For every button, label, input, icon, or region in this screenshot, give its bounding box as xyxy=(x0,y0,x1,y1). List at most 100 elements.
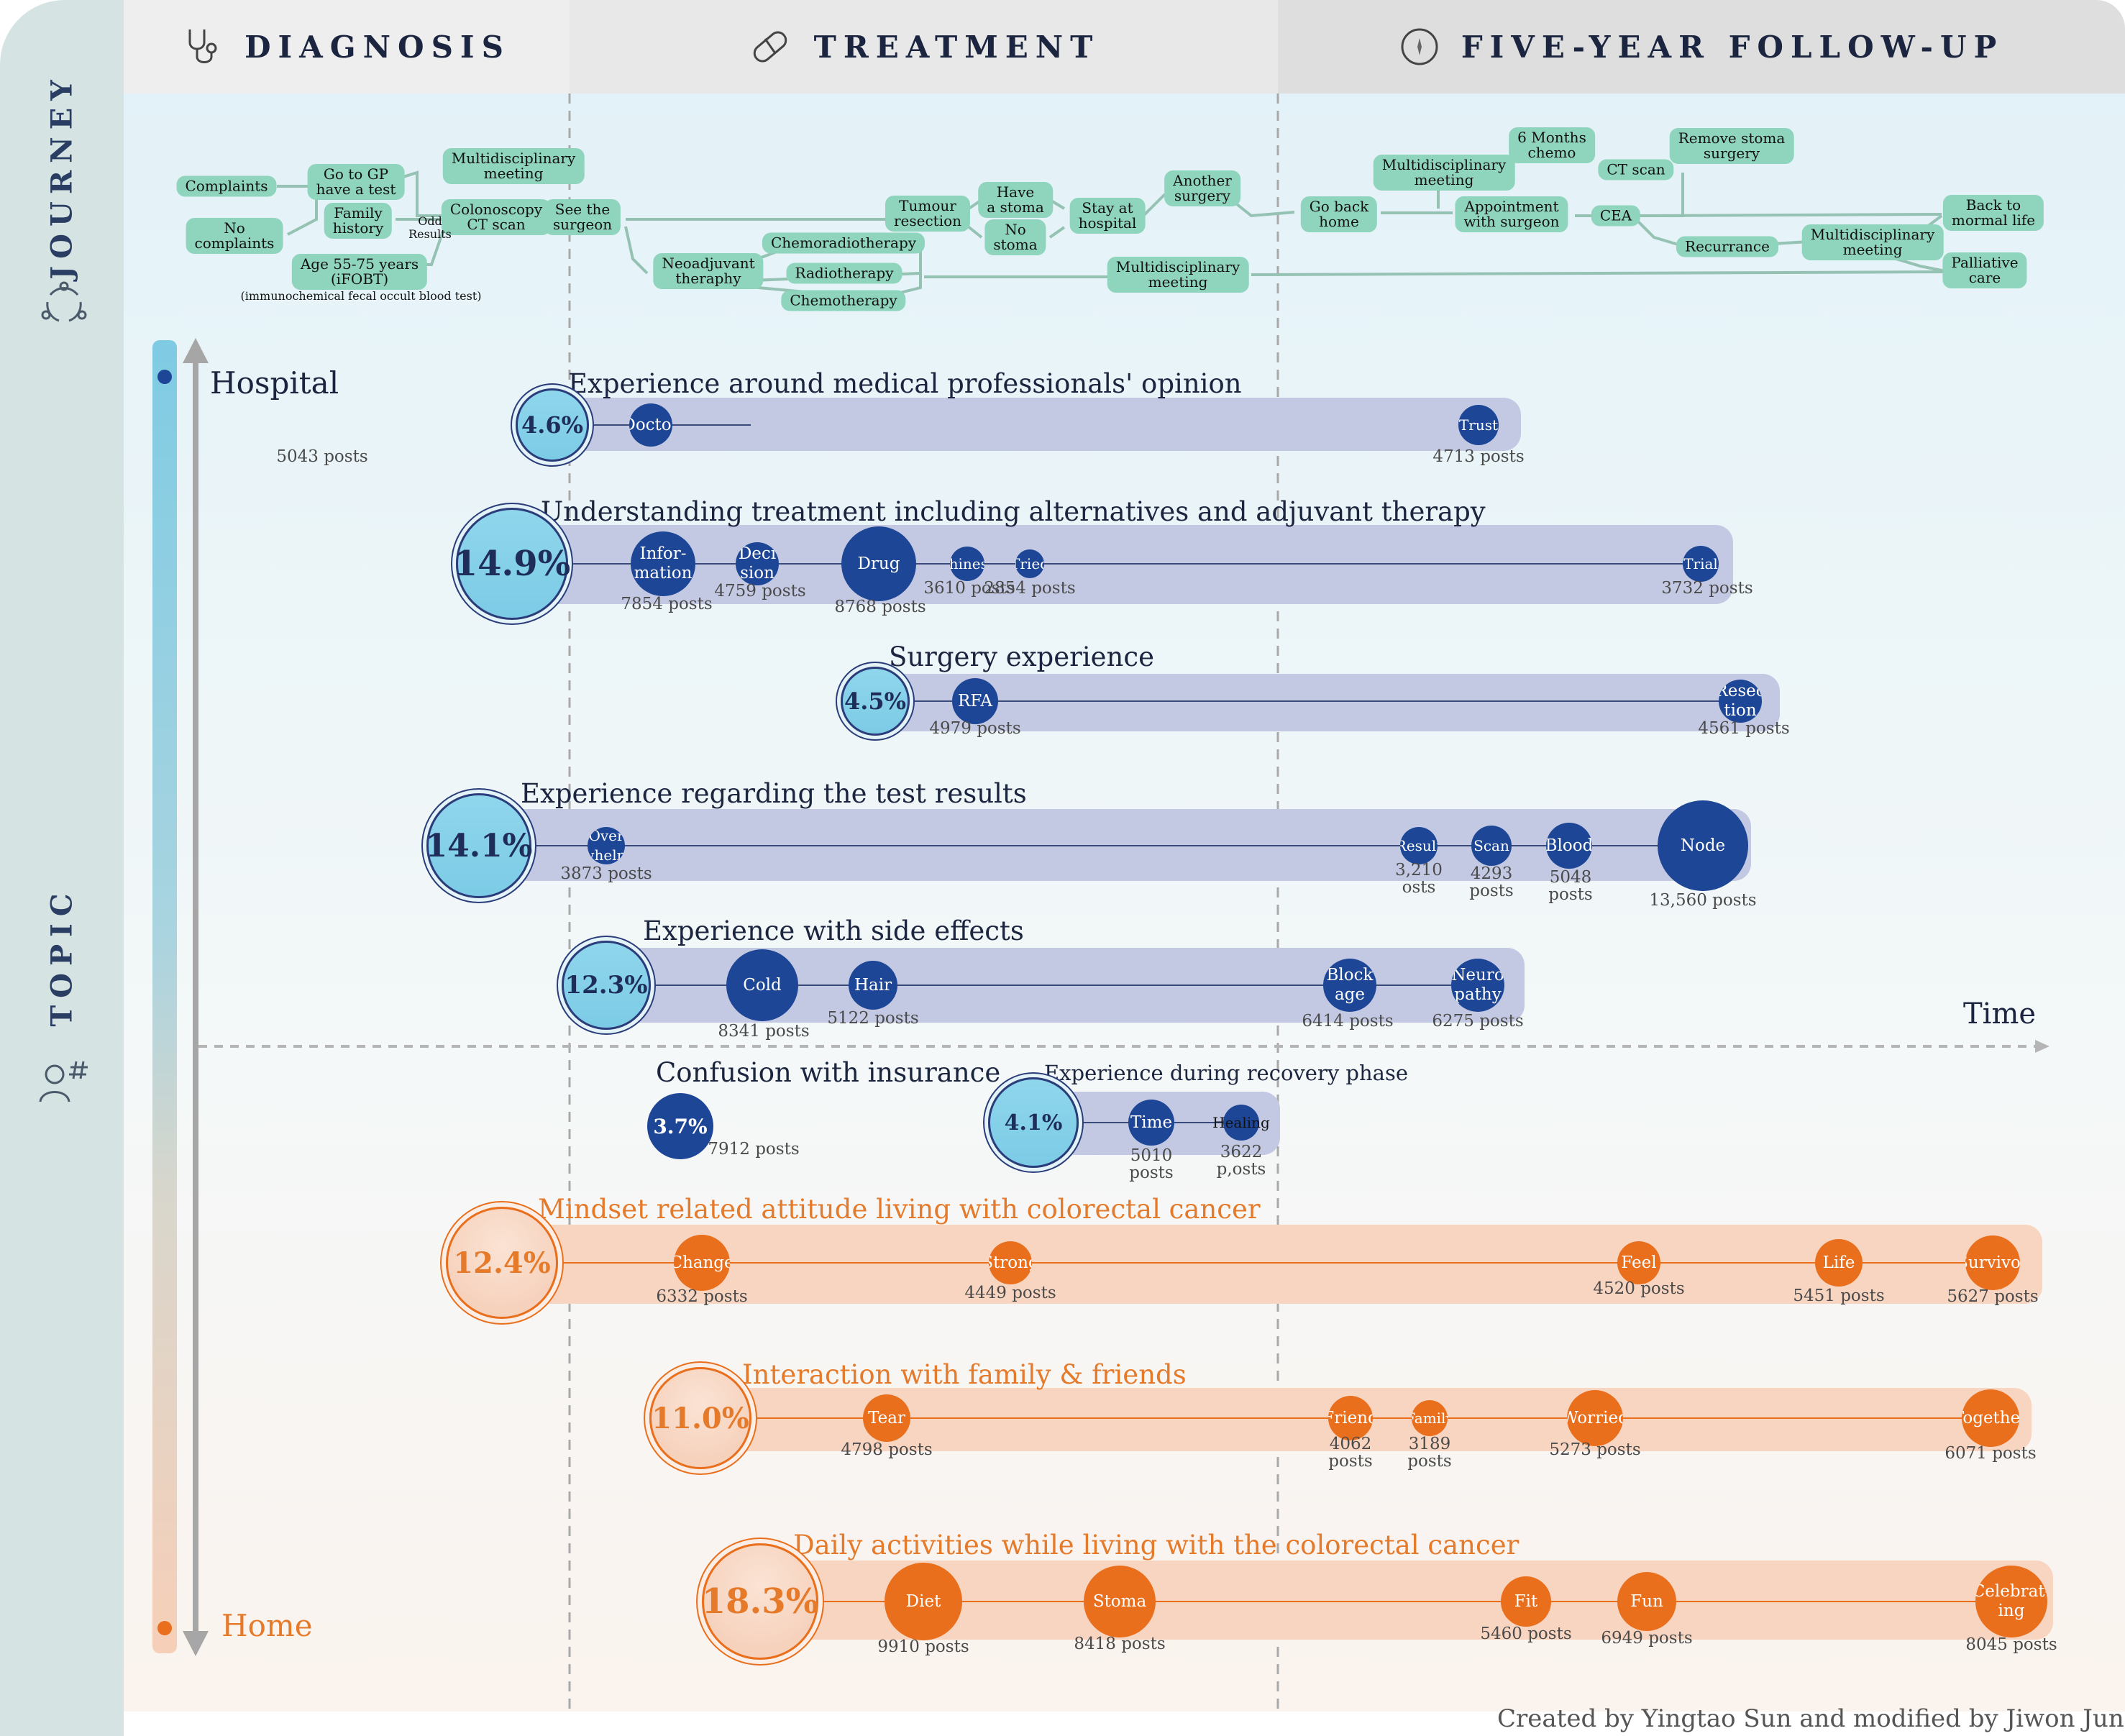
keyword-post-count: 6071 posts xyxy=(1945,1444,2037,1463)
keyword-circle: Tried xyxy=(1015,549,1044,578)
hospital-marker xyxy=(157,370,172,384)
topic-title: Surgery experience xyxy=(889,641,1155,672)
keyword-post-count: 4759 posts xyxy=(714,582,806,600)
journey-node-multidisciplinary-meeting-2: Multidisciplinary meeting xyxy=(1107,257,1249,293)
topic-title: Understanding treatment including altern… xyxy=(541,496,1486,527)
home-marker xyxy=(157,1621,172,1635)
phase-label: DIAGNOSIS xyxy=(245,29,511,65)
journey-node-another-surgery: Another surgery xyxy=(1164,170,1240,206)
topic-timeline-line xyxy=(618,985,1478,986)
journey-node-no-stoma: No stoma xyxy=(984,219,1046,255)
phase-label: TREATMENT xyxy=(813,29,1100,65)
keyword-post-count: 6332 posts xyxy=(656,1287,748,1306)
pill-icon xyxy=(753,31,787,63)
keyword-circle: Together xyxy=(1962,1389,2019,1447)
keyword-post-count: 7854 posts xyxy=(621,595,713,613)
journey-node-ct-scan: CT scan xyxy=(1598,159,1674,181)
topic-title: Experience regarding the test results xyxy=(521,778,1027,809)
keyword-circle: Infor- mation xyxy=(631,531,695,596)
journey-ifobt-note: (immunochemical fecal occult blood test) xyxy=(240,289,482,303)
journey-node-palliative-care: Palliative care xyxy=(1942,252,2027,288)
keyword-circle: Strong xyxy=(989,1241,1032,1284)
keyword-post-count: 5122 posts xyxy=(827,1009,919,1028)
journey-node-complaints: Complaints xyxy=(176,175,277,197)
topic-percentage-circle: 12.3% xyxy=(562,941,651,1030)
journey-odd-results: Odd Results xyxy=(408,214,452,241)
topic-timeline-line xyxy=(502,1262,1993,1264)
keyword-post-count: 5627 posts xyxy=(1947,1287,2039,1306)
keyword-circle: Fun xyxy=(1617,1572,1676,1631)
journey-node-multidisciplinary-meeting-4: Multidisciplinary meeting xyxy=(1801,224,1944,260)
topic-title: Confusion with insurance xyxy=(656,1057,1001,1088)
topic-percentage-circle: 18.3% xyxy=(702,1543,818,1660)
keyword-circle: Resec tion xyxy=(1719,680,1762,723)
topic-title: Daily activities while living with the c… xyxy=(793,1530,1520,1561)
keyword-post-count: 5043 posts xyxy=(276,447,368,466)
topic-percentage-circle: 11.0% xyxy=(649,1367,751,1469)
home-label: Home xyxy=(221,1608,313,1643)
phase-label: FIVE-YEAR FOLLOW-UP xyxy=(1461,29,2004,65)
journey-node-radiotherapy: Radiotherapy xyxy=(786,262,902,284)
keyword-post-count: 5273 posts xyxy=(1549,1440,1641,1459)
journey-node-have-a-stoma: Have a stoma xyxy=(978,182,1053,218)
treatment-header-bg xyxy=(570,0,1278,93)
diagnosis-header-bg xyxy=(124,0,570,93)
stethoscope-icon xyxy=(188,29,217,63)
journey-node-no-complaints: No complaints xyxy=(186,218,283,254)
topic-title: Experience with side effects xyxy=(643,915,1024,946)
journey-node-age-ifobt: Age 55-75 years (iFOBT) xyxy=(291,254,428,290)
keyword-circle: Neuro pathy xyxy=(1451,959,1504,1012)
journey-node-recurrance: Recurrance xyxy=(1676,236,1778,257)
journey-node-go-back-home: Go back home xyxy=(1300,196,1378,232)
keyword-circle: Life xyxy=(1815,1239,1863,1287)
keyword-circle: Scan xyxy=(1471,826,1512,866)
journey-node-6-months-chemo: 6 Months chemo xyxy=(1509,127,1595,163)
keyword-circle: Result xyxy=(1400,827,1438,864)
journey-node-remove-stoma-surgery: Remove stoma surgery xyxy=(1669,128,1794,164)
topic-percentage-circle: 14.9% xyxy=(454,508,570,620)
keyword-post-count: 3732 posts xyxy=(1661,579,1753,598)
keyword-post-count: 3622 p,osts xyxy=(1216,1143,1266,1179)
keyword-circle: Node xyxy=(1658,800,1748,891)
keyword-post-count: 3873 posts xyxy=(560,864,652,883)
keyword-circle: Fit xyxy=(1501,1576,1551,1627)
journey-node-neoadjuvant: Neoadjuvant theraphy xyxy=(653,253,764,289)
keyword-post-count: 5451 posts xyxy=(1793,1287,1885,1305)
journey-node-back-to-normal-life: Back to mormal life xyxy=(1942,195,2044,231)
journey-node-appointment-with-surgeon: Appointment with surgeon xyxy=(1455,196,1568,232)
keyword-circle: Worried xyxy=(1567,1390,1623,1446)
phase-follow-up: FIVE-YEAR FOLLOW-UP xyxy=(1278,0,2125,93)
keyword-post-count: 9910 posts xyxy=(877,1637,969,1656)
keyword-post-count: 8768 posts xyxy=(834,598,926,616)
topic-title: Mindset related attitude living with col… xyxy=(538,1194,1261,1225)
journey-node-colonoscopy: Colonoscopy CT scan xyxy=(441,199,552,235)
time-label: Time xyxy=(1963,997,2037,1031)
keyword-post-count: 4713 posts xyxy=(1432,447,1525,466)
keyword-post-count: 5048 posts xyxy=(1548,868,1593,904)
topic-timeline-line xyxy=(760,1601,2011,1602)
keyword-circle: Time xyxy=(1128,1100,1174,1146)
topic-percentage-circle: 12.4% xyxy=(446,1207,558,1319)
keyword-post-count: 2854 posts xyxy=(984,579,1076,598)
journey-node-family-history: Family history xyxy=(324,203,393,239)
keyword-post-count: 4798 posts xyxy=(841,1440,933,1459)
journey-node-see-the-surgeon: See the surgeon xyxy=(544,199,621,235)
keyword-post-count: 3189 posts xyxy=(1407,1435,1452,1471)
keyword-circle: Cold xyxy=(726,949,798,1021)
topic-title: Experience during recovery phase xyxy=(1044,1061,1408,1085)
journey-node-chemoradiotherapy: Chemoradiotherapy xyxy=(762,232,926,254)
topic-percentage-circle: 3.7% xyxy=(647,1093,713,1159)
topic-percentage-circle: 4.5% xyxy=(841,667,910,736)
journey-cycle-icon xyxy=(41,281,87,322)
keyword-post-count: 6414 posts xyxy=(1302,1012,1394,1031)
keyword-circle: Deci sion xyxy=(736,542,779,585)
topic-timeline-line xyxy=(908,700,1740,702)
hospital-home-gradient-bar xyxy=(152,340,177,1653)
keyword-circle: Trust xyxy=(1458,405,1499,445)
keyword-post-count: 3,210 osts xyxy=(1395,861,1443,897)
phase-diagnosis: DIAGNOSIS xyxy=(124,0,570,93)
keyword-post-count: 4520 posts xyxy=(1593,1279,1685,1298)
journey-node-go-to-gp: Go to GP have a test xyxy=(307,164,405,200)
keyword-circle: Healing xyxy=(1212,1105,1270,1141)
journey-node-chemotherapy: Chemotherapy xyxy=(781,290,906,311)
